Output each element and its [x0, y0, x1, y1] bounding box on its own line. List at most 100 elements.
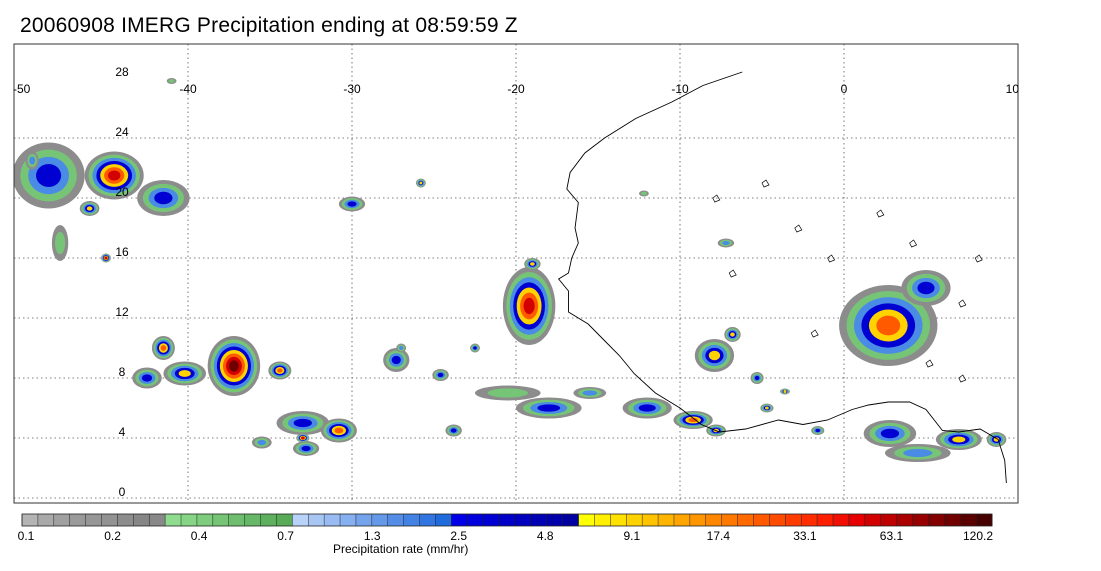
colorbar-swatch	[864, 514, 882, 526]
longitude-label: -40	[179, 82, 197, 96]
rain-cell	[391, 355, 401, 365]
colorbar-outline	[21, 513, 993, 527]
colorbar-swatch	[196, 514, 214, 526]
rain-cell	[582, 390, 598, 396]
colorbar-swatch	[673, 514, 691, 526]
colorbar-swatch	[181, 514, 198, 526]
colorbar-swatch	[276, 514, 293, 526]
colorbar-swatch	[37, 514, 55, 526]
rain-cell	[473, 346, 477, 350]
colorbar-swatch	[832, 514, 850, 526]
lake-outline	[958, 299, 967, 308]
colorbar-swatch	[562, 514, 579, 526]
map-frame	[13, 43, 1019, 504]
colorbar-swatch	[594, 514, 611, 526]
colorbar-swatch	[419, 514, 436, 526]
rain-cell	[537, 404, 561, 412]
rain-cell	[815, 428, 821, 433]
rain-cell	[229, 360, 239, 372]
colorbar-swatch	[880, 514, 897, 526]
colorbar-swatch	[912, 514, 929, 526]
colorbar-swatch	[117, 514, 134, 526]
longitude-label: -10	[671, 82, 689, 96]
colorbar-swatch	[69, 514, 87, 526]
colorbar-swatch	[324, 514, 341, 526]
rain-cell	[55, 231, 66, 255]
latitude-label: 0	[119, 485, 126, 499]
rain-cell	[880, 428, 900, 439]
longitude-label: 0	[841, 82, 848, 96]
latitude-labels: 28 24 20 16 12 8 4 0	[115, 65, 129, 499]
colorbar-tick-label: 17.4	[707, 529, 731, 543]
rain-cell	[876, 315, 901, 336]
colorbar-title: Precipitation rate (mm/hr)	[333, 542, 469, 556]
lake-outline	[794, 224, 803, 233]
rain-cell	[917, 281, 935, 295]
colorbar-tick-label: 0.2	[104, 529, 121, 543]
colorbar-swatch	[514, 514, 532, 526]
colorbar-swatch	[705, 514, 723, 526]
longitude-label: -30	[343, 82, 361, 96]
rain-cell	[293, 418, 312, 428]
rain-cell	[903, 449, 933, 457]
colorbar-swatch	[212, 514, 230, 526]
colorbar-swatch	[928, 514, 945, 526]
latitude-label: 8	[119, 365, 126, 379]
colorbar-swatch	[85, 514, 102, 526]
rain-cell	[301, 436, 305, 440]
colorbar-swatch	[165, 514, 182, 526]
colorbar-swatch	[483, 514, 500, 526]
rain-cell	[783, 390, 787, 393]
latitude-label: 20	[115, 185, 129, 199]
latitude-label: 24	[115, 125, 129, 139]
colorbar-tick-label: 4.8	[537, 529, 554, 543]
rain-cell	[952, 436, 966, 443]
rain-cell	[530, 262, 535, 266]
rain-cell	[399, 346, 404, 350]
rain-cell	[160, 345, 167, 351]
colorbar-swatch	[817, 514, 834, 526]
rain-cell	[141, 374, 153, 382]
colorbar-tick-label: 0.7	[277, 529, 294, 543]
colorbar-tick-labels: 0.1 0.2 0.4 0.7 1.3 2.5 4.8 9.1 17.4 33.1 63.1 120.…	[18, 529, 994, 543]
colorbar-swatch	[944, 514, 961, 526]
colorbar-swatch	[976, 514, 993, 526]
colorbar-swatch	[22, 514, 39, 526]
lake-outline	[925, 359, 934, 368]
rain-cell	[640, 191, 647, 196]
colorbar-swatch	[387, 514, 405, 526]
colorbar-swatch	[546, 514, 564, 526]
rain-cell	[178, 370, 191, 377]
rain-cell	[257, 439, 267, 446]
rain-cell	[688, 417, 698, 423]
colorbar-swatch	[896, 514, 913, 526]
colorbar-swatch	[292, 514, 309, 526]
rain-cell	[154, 191, 173, 205]
colorbar-tick-label: 0.1	[18, 529, 35, 543]
colorbar-swatch	[689, 514, 707, 526]
colorbar-swatch	[801, 514, 818, 526]
longitude-labels: -50 -40 -30 -20 -10 0 10	[13, 82, 1019, 96]
lake-outline	[958, 374, 967, 383]
colorbar-tick-label: 120.2	[963, 529, 993, 543]
latitude-label: 4	[119, 425, 126, 439]
latitude-label: 16	[115, 245, 129, 259]
rain-cell	[437, 372, 444, 378]
rain-cell	[36, 164, 62, 187]
colorbar-swatch	[530, 514, 548, 526]
colorbar-tick-label: 9.1	[623, 529, 640, 543]
lake-outline	[909, 239, 918, 248]
colorbar-swatch	[769, 514, 786, 526]
colorbar	[21, 513, 993, 527]
rain-cell	[708, 350, 721, 361]
colorbar-swatch	[228, 514, 246, 526]
coastline-africa	[557, 71, 1007, 484]
colorbar-swatch	[340, 514, 357, 526]
colorbar-swatch	[133, 514, 150, 526]
lake-outline	[876, 209, 885, 218]
colorbar-swatch	[435, 514, 452, 526]
colorbar-swatch	[578, 514, 595, 526]
lake-outline	[761, 179, 770, 188]
rain-cell	[722, 241, 730, 245]
